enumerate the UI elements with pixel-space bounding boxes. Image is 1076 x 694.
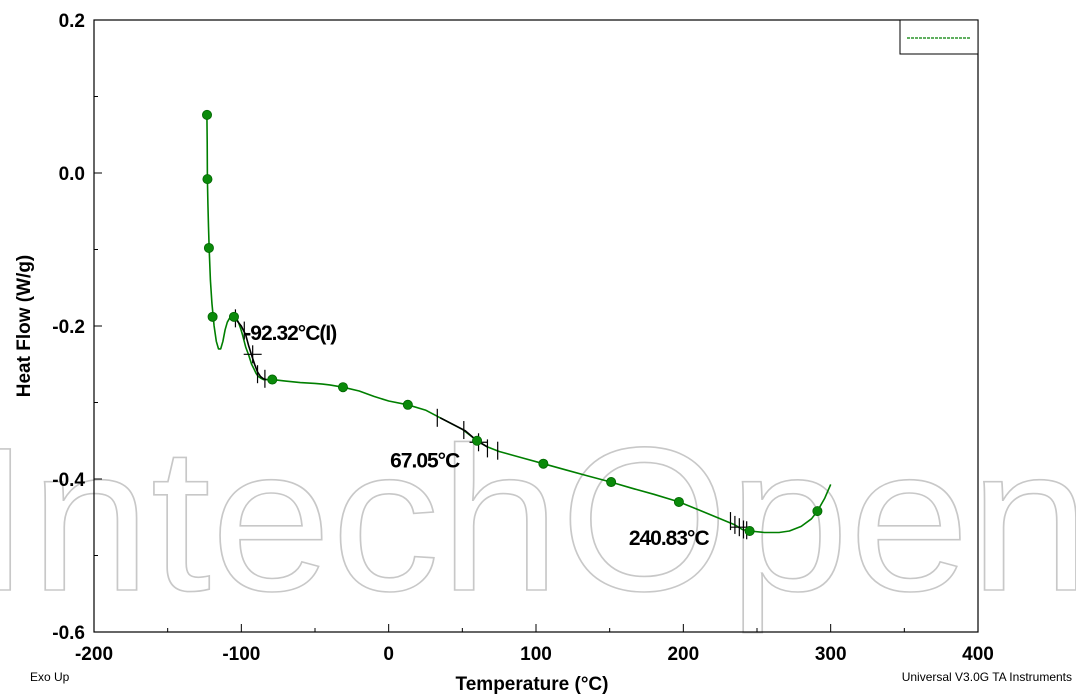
transition-label: 240.83°C [629, 527, 710, 550]
data-marker [202, 174, 213, 185]
data-marker [538, 458, 549, 469]
footer-right: Universal V3.0G TA Instruments [902, 670, 1072, 684]
transition-label: 67.05°C [390, 450, 460, 473]
data-marker [673, 496, 684, 507]
y-axis-title: Heat Flow (W/g) [14, 255, 35, 397]
transitions-layer: -92.32°C(I) 67.05°C 240.83°C [231, 309, 749, 550]
y-tick-label: 0.2 [59, 11, 85, 32]
data-marker [203, 242, 214, 253]
data-marker [228, 311, 239, 322]
data-marker [744, 526, 755, 537]
x-tick-label: 200 [667, 644, 699, 665]
data-marker [267, 374, 278, 385]
markers-layer [202, 109, 823, 537]
data-marker [207, 311, 218, 322]
transition-label: -92.32°C(I) [244, 322, 336, 345]
transition-segment [231, 316, 267, 381]
x-axis: -200 -100 0 100 200 300 400 [75, 624, 994, 665]
data-marker [337, 382, 348, 393]
y-tick-label: 0.0 [59, 164, 85, 185]
watermark: IntechOpen [0, 405, 1076, 634]
x-tick-label: -200 [75, 644, 113, 665]
series-layer [206, 114, 832, 534]
data-marker [472, 435, 483, 446]
x-axis-title: Temperature (°C) [456, 674, 609, 694]
x-tick-label: 100 [520, 644, 552, 665]
x-tick-label: 300 [815, 644, 847, 665]
heat-flow-curve [206, 114, 832, 534]
x-tick-label: 0 [383, 644, 394, 665]
x-tick-label: -100 [222, 644, 260, 665]
footer-left: Exo Up [30, 670, 70, 684]
x-tick-label: 400 [962, 644, 994, 665]
y-tick-label: -0.2 [52, 317, 85, 338]
data-marker [202, 109, 213, 120]
y-tick-label: -0.6 [52, 623, 85, 644]
data-marker [606, 477, 617, 488]
y-axis: 0.2 0.0 -0.2 -0.4 -0.6 [52, 11, 102, 644]
y-tick-label: -0.4 [52, 470, 85, 491]
legend-box [899, 19, 979, 55]
legend [899, 19, 979, 55]
data-marker [402, 399, 413, 410]
data-marker [812, 506, 823, 517]
